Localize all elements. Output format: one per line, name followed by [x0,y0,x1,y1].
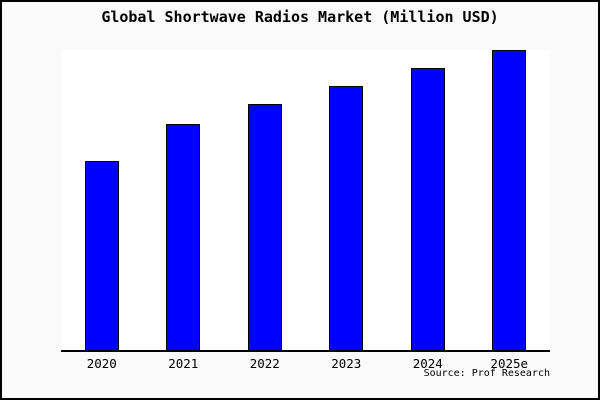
x-tick-2021: 2021 [168,356,199,371]
bar-slot-2022 [224,50,306,350]
bars-container [61,50,550,350]
bar-2024 [410,68,445,350]
bar-slot-2020 [61,50,143,350]
bar-2021 [166,123,201,350]
bar-2020 [84,161,119,350]
bar-slot-2023 [306,50,388,350]
bar-2025e [492,50,527,350]
bar-slot-2021 [143,50,225,350]
x-tick-2022: 2022 [249,356,280,371]
x-tick-2020: 2020 [86,356,117,371]
bar-2022 [247,104,282,350]
x-axis-tick-labels: 2020 2021 2022 2023 2024 2025e [61,356,550,371]
x-tick-2025e: 2025e [490,356,529,371]
x-tick-2023: 2023 [331,356,362,371]
bar-slot-2024 [387,50,469,350]
source-credit: Source: Prof Research [423,368,550,379]
bar-slot-2025e [469,50,551,350]
bar-2023 [329,86,364,350]
chart-title: Global Shortwave Radios Market (Million … [101,8,499,26]
x-tick-2024: 2024 [412,356,443,371]
plot-area [61,50,550,352]
